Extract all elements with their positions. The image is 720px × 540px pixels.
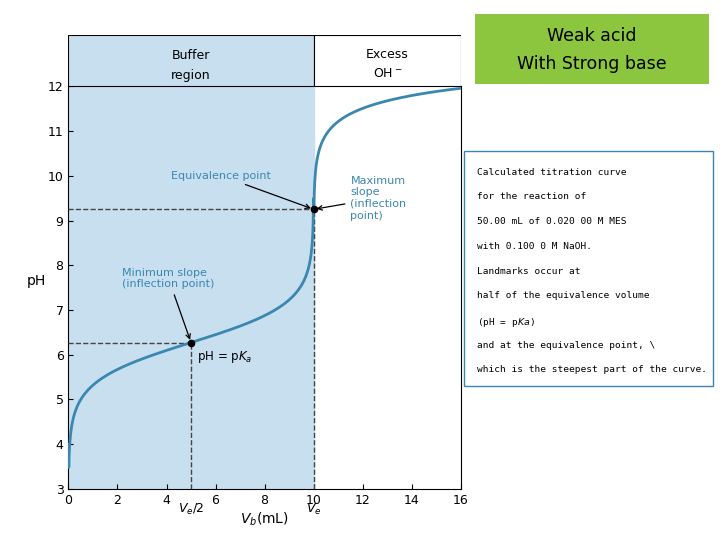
Text: 50.00 mL of 0.020 00 M MES: 50.00 mL of 0.020 00 M MES bbox=[477, 217, 626, 226]
Text: Maximum
slope
(inflection
point): Maximum slope (inflection point) bbox=[318, 176, 407, 220]
Text: with 0.100 0 M NaOH.: with 0.100 0 M NaOH. bbox=[477, 242, 592, 251]
Text: half of the equivalence volume: half of the equivalence volume bbox=[477, 291, 649, 300]
Text: Calculated titration curve: Calculated titration curve bbox=[477, 167, 626, 177]
Bar bbox=[68, 86, 314, 489]
Y-axis label: pH: pH bbox=[27, 274, 46, 287]
Text: for the reaction of: for the reaction of bbox=[477, 192, 586, 201]
Bar bbox=[314, 35, 461, 86]
Text: Weak acid: Weak acid bbox=[547, 27, 637, 45]
Text: Excess: Excess bbox=[366, 48, 409, 60]
Text: Landmarks occur at: Landmarks occur at bbox=[477, 267, 580, 275]
Text: With Strong base: With Strong base bbox=[518, 55, 667, 73]
Bar bbox=[68, 35, 314, 86]
Text: Equivalence point: Equivalence point bbox=[171, 171, 310, 208]
Text: pH = p$K_a$: pH = p$K_a$ bbox=[197, 349, 253, 365]
Text: region: region bbox=[171, 69, 211, 82]
Text: Minimum slope
(inflection point): Minimum slope (inflection point) bbox=[122, 268, 215, 339]
FancyBboxPatch shape bbox=[464, 151, 713, 386]
Text: and at the equivalence point, \: and at the equivalence point, \ bbox=[477, 341, 655, 350]
X-axis label: $V_b$(mL): $V_b$(mL) bbox=[240, 511, 289, 528]
Text: OH$^-$: OH$^-$ bbox=[372, 67, 402, 80]
Text: $V_e$: $V_e$ bbox=[306, 502, 321, 517]
Text: (pH = p$\mathit{Ka}$): (pH = p$\mathit{Ka}$) bbox=[477, 316, 535, 329]
Text: Buffer: Buffer bbox=[172, 49, 210, 62]
Text: $V_e$/2: $V_e$/2 bbox=[178, 502, 204, 517]
Text: which is the steepest part of the curve.: which is the steepest part of the curve. bbox=[477, 366, 707, 374]
